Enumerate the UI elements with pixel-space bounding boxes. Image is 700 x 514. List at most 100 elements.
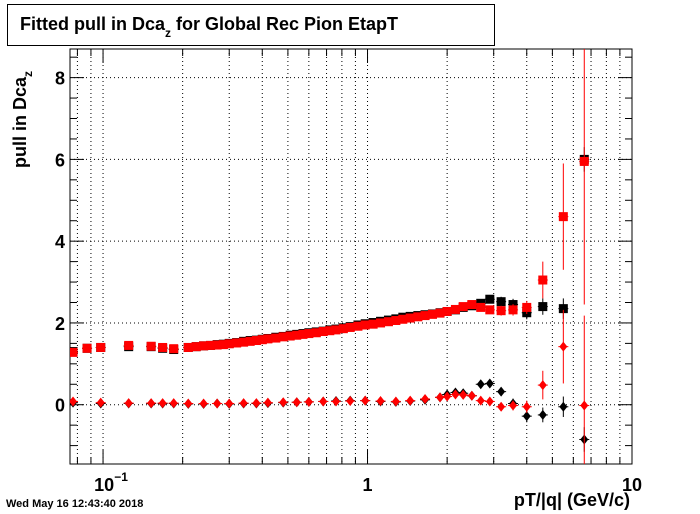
- data-point-diamond: [124, 398, 133, 409]
- data-point-square: [427, 309, 437, 319]
- data-point-square: [376, 318, 386, 328]
- x-axis-label: pT/|q| (GeV/c): [513, 490, 630, 510]
- data-point-diamond: [459, 389, 468, 400]
- data-point-square: [169, 344, 179, 354]
- data-point-square: [450, 304, 460, 314]
- data-point-diamond: [522, 401, 531, 412]
- data-point-square: [442, 306, 452, 316]
- data-point-square: [318, 327, 328, 337]
- data-point-square: [508, 305, 518, 315]
- data-point-square: [353, 321, 363, 331]
- data-point-square: [245, 336, 255, 346]
- data-point-square: [146, 341, 156, 351]
- data-point-diamond: [213, 398, 222, 409]
- data-point-diamond: [559, 401, 568, 412]
- data-point-diamond: [497, 386, 506, 397]
- data-point-diamond: [522, 411, 531, 422]
- data-point-square: [383, 317, 393, 327]
- data-point-diamond: [263, 397, 272, 408]
- data-point-square: [338, 324, 348, 334]
- data-point-diamond: [509, 400, 518, 411]
- y-tick-label: 2: [55, 314, 65, 334]
- data-point-square: [212, 340, 222, 350]
- data-point-square: [218, 340, 228, 350]
- y-tick-label: 0: [55, 396, 65, 416]
- data-point-square: [368, 319, 378, 329]
- data-point-square: [292, 330, 302, 340]
- data-point-square: [538, 302, 548, 312]
- data-point-diamond: [406, 395, 415, 406]
- data-point-square: [331, 325, 341, 335]
- y-tick-label: 8: [55, 69, 65, 89]
- data-point-square: [496, 306, 506, 316]
- data-point-square: [82, 343, 92, 353]
- data-point-diamond: [252, 398, 261, 409]
- data-point-square: [70, 347, 78, 357]
- data-point-diamond: [451, 389, 460, 400]
- data-point-diamond: [485, 378, 494, 389]
- data-point-diamond: [538, 380, 547, 391]
- data-point-square: [391, 315, 401, 325]
- data-point-square: [435, 308, 445, 318]
- data-point-square: [271, 333, 281, 343]
- data-point-square: [485, 294, 495, 304]
- data-point-square: [158, 342, 168, 352]
- data-point-diamond: [391, 396, 400, 407]
- y-axis-label: pull in Dcaz: [10, 70, 35, 168]
- data-point-square: [251, 336, 261, 346]
- y-tick-label: 4: [55, 232, 65, 252]
- data-point-diamond: [497, 401, 506, 412]
- data-point-diamond: [580, 400, 589, 411]
- data-point-square: [304, 329, 314, 339]
- data-point-diamond: [361, 395, 370, 406]
- data-point-square: [485, 305, 495, 315]
- data-point-diamond: [147, 398, 156, 409]
- data-point-square: [360, 320, 370, 330]
- data-point-square: [311, 328, 321, 338]
- data-point-square: [558, 212, 568, 222]
- data-point-diamond: [467, 390, 476, 401]
- data-point-square: [467, 300, 477, 310]
- data-point-square: [558, 304, 568, 314]
- data-point-square: [257, 335, 267, 345]
- data-point-square: [458, 302, 468, 312]
- data-point-diamond: [319, 396, 328, 407]
- data-point-square: [496, 297, 506, 307]
- data-point-diamond: [421, 393, 430, 404]
- plot-frame: [69, 48, 633, 465]
- timestamp: Wed May 16 12:43:40 2018: [6, 498, 144, 510]
- data-point-square: [224, 339, 234, 349]
- data-point-diamond: [225, 398, 234, 409]
- data-point-square: [405, 313, 415, 323]
- title-box: Fitted pull in Dcaz for Global Rec Pion …: [7, 4, 495, 46]
- data-point-diamond: [559, 341, 568, 352]
- y-tick-label: 6: [55, 150, 65, 170]
- data-point-square: [345, 322, 355, 332]
- x-tick-label: 1: [363, 475, 373, 495]
- data-point-square: [476, 302, 486, 312]
- data-points: [70, 49, 590, 464]
- data-point-diamond: [485, 396, 494, 407]
- data-point-diamond: [538, 409, 547, 420]
- data-point-diamond: [304, 396, 313, 407]
- axes: 10−1 1 10 0 2 4 6 8: [55, 48, 642, 495]
- data-point-diamond: [476, 395, 485, 406]
- data-point-diamond: [292, 397, 301, 408]
- x-tick-label: 10−1: [94, 470, 128, 495]
- data-point-square: [96, 342, 106, 352]
- data-point-square: [325, 326, 335, 336]
- data-point-diamond: [279, 397, 288, 408]
- data-point-square: [579, 156, 589, 166]
- data-point-square: [263, 334, 273, 344]
- data-point-square: [285, 331, 295, 341]
- data-point-diamond: [376, 396, 385, 407]
- data-point-square: [239, 337, 249, 347]
- data-point-square: [199, 341, 209, 351]
- data-point-square: [278, 332, 288, 342]
- data-point-square: [398, 314, 408, 324]
- data-point-square: [191, 342, 201, 352]
- data-point-diamond: [158, 398, 167, 409]
- x-tick-label: 10: [622, 475, 642, 495]
- data-point-diamond: [239, 398, 248, 409]
- data-point-square: [232, 338, 242, 348]
